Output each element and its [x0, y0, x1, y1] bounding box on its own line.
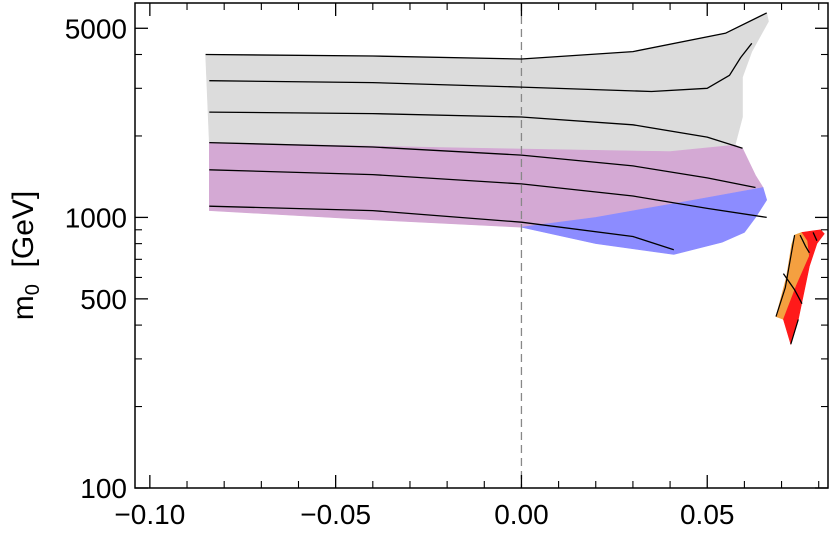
y-tick-label: 1000 — [65, 202, 127, 233]
y-axis-subscript: 0 — [22, 284, 44, 295]
region-2 — [521, 187, 768, 255]
y-tick-label: 100 — [80, 473, 127, 504]
tick-labels-layer: −0.10 −0.05 0.00 0.05 100 500 1000 5000 — [65, 13, 735, 530]
x-tick-label: 0.05 — [680, 499, 735, 530]
series-layer — [205, 12, 818, 305]
contour-line-8 — [812, 232, 818, 241]
region-boundary-0 — [775, 234, 796, 317]
boundaries-layer — [775, 234, 799, 345]
y-tick-label: 500 — [80, 284, 127, 315]
contour-line-2 — [209, 111, 743, 149]
contour-line-1 — [209, 42, 753, 93]
contour-line-7 — [799, 234, 810, 254]
regions-layer — [205, 12, 825, 346]
contour-line-6 — [782, 273, 803, 305]
contour-line-3 — [209, 141, 756, 189]
x-tick-label: 0.00 — [494, 499, 549, 530]
contour-line-5 — [209, 205, 674, 251]
y-tick-label: 5000 — [65, 13, 127, 44]
ticks-layer — [135, 3, 828, 489]
region-1 — [209, 142, 764, 228]
x-tick-label: −0.10 — [114, 499, 185, 530]
y-axis-title: m0 [GeV] — [7, 191, 44, 321]
y-axis-unit: [GeV] — [7, 191, 40, 284]
plot-frame — [134, 2, 829, 489]
region-boundary-1 — [790, 319, 799, 345]
contour-line-4 — [209, 169, 767, 219]
contour-line-0 — [205, 12, 767, 60]
y-axis-symbol: m — [7, 295, 40, 320]
x-tick-label: −0.05 — [300, 499, 371, 530]
